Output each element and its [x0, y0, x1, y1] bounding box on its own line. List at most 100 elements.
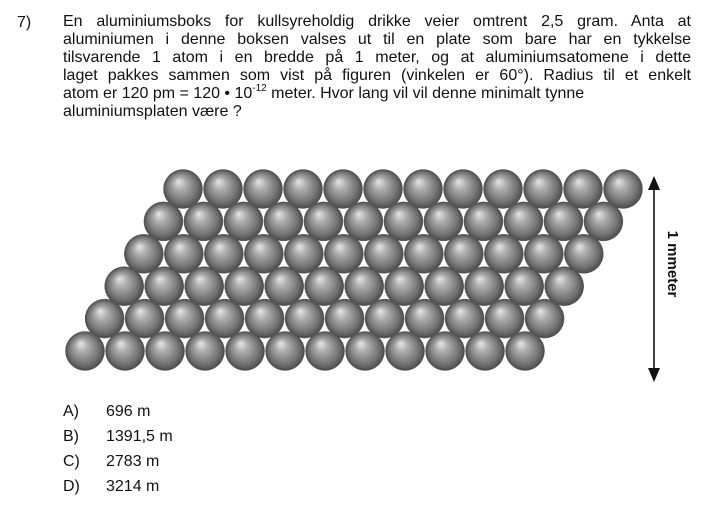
- option-letter: B): [63, 428, 79, 445]
- atom: [65, 331, 105, 371]
- option-d[interactable]: D) 3214 m: [63, 474, 173, 499]
- atom: [84, 298, 125, 339]
- option-c[interactable]: C) 2783 m: [63, 449, 173, 474]
- atom: [265, 331, 305, 371]
- question-line: aluminiumsplaten være ?: [63, 103, 242, 120]
- question-line-part: meter. Hvor lang vil vil denne minimalt …: [266, 85, 585, 102]
- atom: [583, 201, 624, 242]
- atom: [425, 331, 465, 371]
- atom: [264, 266, 304, 306]
- atom: [384, 266, 424, 306]
- atom: [204, 234, 244, 274]
- atom: [244, 234, 284, 274]
- atom: [603, 169, 643, 209]
- atom: [544, 266, 584, 306]
- atom: [465, 331, 505, 371]
- option-a[interactable]: A) 696 m: [63, 399, 173, 424]
- atom: [145, 331, 185, 371]
- atom: [183, 201, 224, 242]
- atom: [564, 234, 604, 274]
- atom: [203, 169, 243, 209]
- atom: [463, 201, 504, 242]
- atom: [305, 331, 345, 371]
- atom: [224, 266, 264, 306]
- atom: [143, 201, 184, 242]
- atom: [563, 169, 603, 209]
- atom: [163, 169, 203, 209]
- atom: [404, 298, 445, 339]
- atom: [345, 331, 385, 371]
- atom: [484, 298, 525, 339]
- atom: [223, 201, 264, 242]
- atom: [283, 169, 323, 209]
- atom: [443, 169, 483, 209]
- atom: [484, 234, 524, 274]
- atom: [124, 298, 165, 339]
- atom: [244, 298, 285, 339]
- option-text: 1391,5 m: [106, 428, 173, 445]
- atom: [225, 331, 265, 371]
- atom: [523, 169, 563, 209]
- atom: [303, 201, 344, 242]
- question-line: tilsvarende 1 atom i en bredde på 1 mete…: [63, 49, 691, 66]
- atom: [164, 234, 204, 274]
- atom: [364, 298, 405, 339]
- atom: [304, 266, 344, 306]
- atom: [503, 201, 544, 242]
- atom: [263, 201, 304, 242]
- atom: [164, 298, 205, 339]
- atom: [444, 234, 484, 274]
- atom: [385, 331, 425, 371]
- atom-lattice: [65, 169, 643, 371]
- atom: [323, 169, 363, 209]
- atom: [464, 266, 504, 306]
- dimension-arrow: [648, 176, 660, 382]
- atom: [343, 201, 384, 242]
- question-line: aluminiumen i denne boksen valses ut til…: [63, 31, 691, 48]
- atom: [144, 266, 184, 306]
- option-text: 696 m: [106, 403, 151, 420]
- dimension-label: 1 mmeter: [664, 231, 681, 298]
- atom: [524, 298, 565, 339]
- answer-options: A) 696 m B) 1391,5 m C) 2783 m D) 3214 m: [63, 399, 173, 499]
- question-line-part: atom er 120 pm = 120 • 10: [63, 85, 253, 102]
- atom: [324, 298, 365, 339]
- question-line: laget pakkes sammen som vist på figuren …: [63, 67, 691, 84]
- question-number: 7): [17, 14, 32, 31]
- atom: [344, 266, 384, 306]
- atom: [403, 169, 443, 209]
- option-b[interactable]: B) 1391,5 m: [63, 424, 173, 449]
- option-letter: A): [63, 403, 79, 420]
- atom: [404, 234, 444, 274]
- atom: [364, 234, 404, 274]
- atom: [104, 266, 144, 306]
- atom: [184, 266, 224, 306]
- atom: [524, 234, 564, 274]
- option-letter: D): [63, 478, 80, 495]
- atom: [423, 201, 464, 242]
- atom: [324, 234, 364, 274]
- question-line: En aluminiumsboks for kullsyreholdig dri…: [63, 13, 691, 30]
- question-text: En aluminiumsboks for kullsyreholdig dri…: [63, 13, 691, 121]
- atom: [424, 266, 464, 306]
- atom: [124, 234, 164, 274]
- atom: [363, 169, 403, 209]
- atom: [383, 201, 424, 242]
- atom: [243, 169, 283, 209]
- exponent: -12: [252, 83, 267, 94]
- option-text: 2783 m: [106, 453, 160, 470]
- option-letter: C): [63, 453, 80, 470]
- question-line-with-exponent: atom er 120 pm = 120 • 10-12 meter. Hvor…: [63, 83, 691, 103]
- atom: [483, 169, 523, 209]
- atom: [105, 331, 145, 371]
- atom: [543, 201, 584, 242]
- atom: [505, 331, 545, 371]
- option-text: 3214 m: [106, 478, 160, 495]
- atom: [284, 298, 325, 339]
- atom: [504, 266, 544, 306]
- atom: [444, 298, 485, 339]
- atom: [185, 331, 225, 371]
- atom: [284, 234, 324, 274]
- atom: [204, 298, 245, 339]
